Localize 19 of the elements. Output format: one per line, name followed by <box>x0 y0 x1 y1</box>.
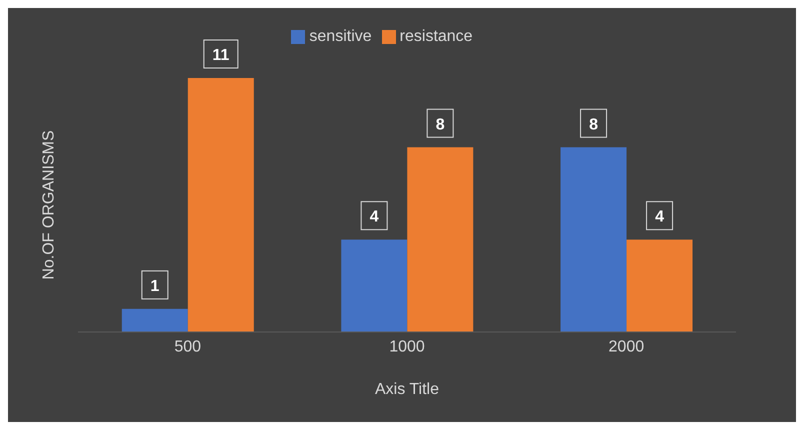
data-label: 4 <box>655 208 664 226</box>
bar <box>626 240 693 332</box>
bar <box>560 147 627 332</box>
x-tick-label: 2000 <box>608 338 644 356</box>
data-label: 4 <box>370 208 379 226</box>
data-label: 1 <box>150 278 160 295</box>
y-axis-title: No.OF ORGANISMS <box>40 130 58 280</box>
legend-label: resistance <box>400 28 473 45</box>
x-tick-label: 500 <box>174 338 202 356</box>
x-tick-label: 1000 <box>389 338 425 356</box>
data-label: 11 <box>212 47 230 64</box>
bar <box>122 308 188 332</box>
bar <box>188 78 254 332</box>
data-label: 8 <box>436 116 445 134</box>
bar <box>407 147 474 332</box>
data-label: 8 <box>589 116 598 134</box>
x-axis-title: Axis Title <box>374 381 440 398</box>
legend-label: sensitive <box>309 28 372 45</box>
bar <box>341 240 408 332</box>
